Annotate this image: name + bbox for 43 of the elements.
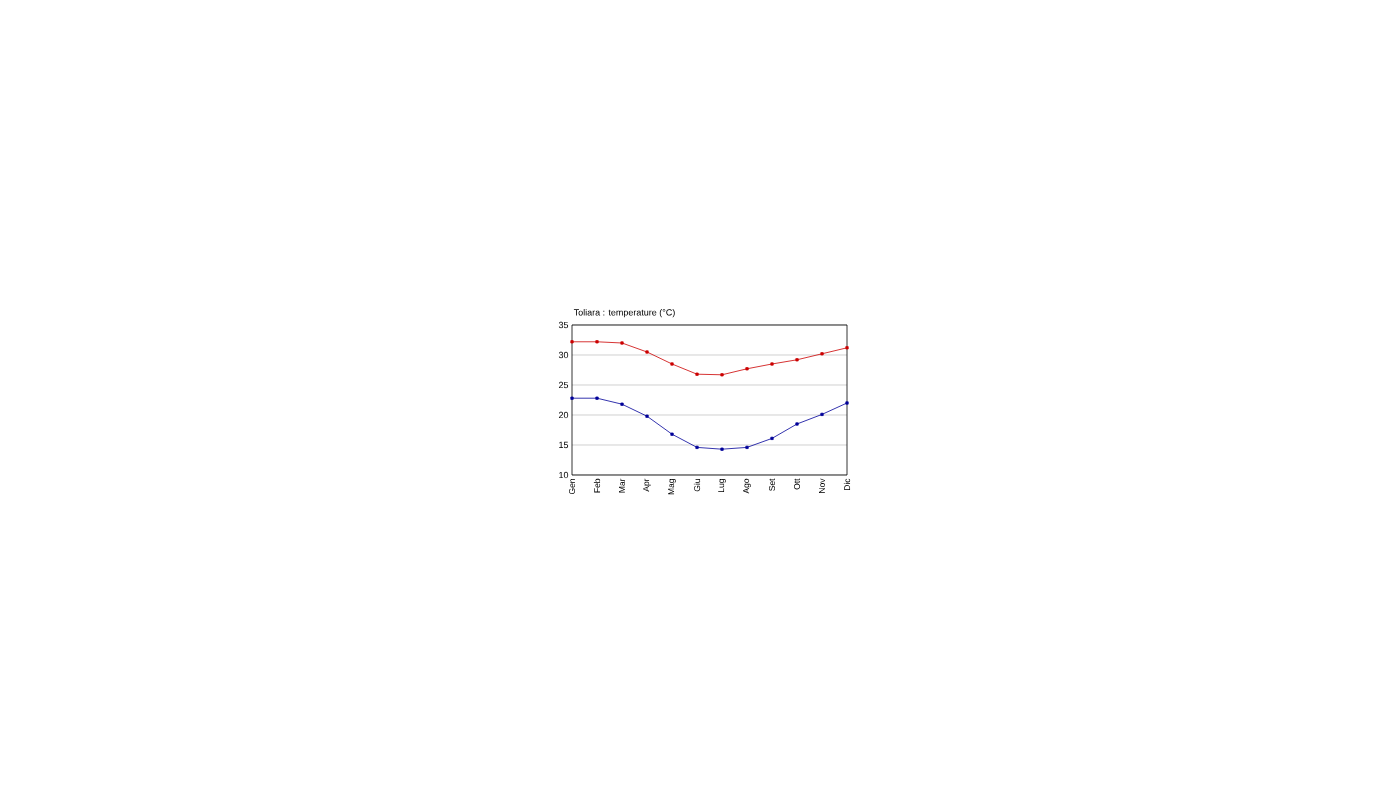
point (670, 432, 674, 436)
x-tick-label: Ago (743, 478, 751, 494)
x-tick-label: Mar (619, 478, 625, 493)
y-tick-label: 10 (559, 471, 569, 479)
y-tick-label: 20 (558, 411, 569, 419)
point (845, 401, 849, 405)
y-tick-label: 25 (558, 381, 569, 389)
x-tick-label: Ott (794, 478, 800, 490)
y-tick-label: 35 (558, 321, 569, 329)
x-tick-label: Mag (668, 479, 676, 495)
x-tick-label: Apr (643, 478, 651, 492)
point (770, 362, 774, 366)
point (695, 445, 699, 449)
point (570, 396, 574, 400)
x-tick-label: Dic (843, 478, 851, 491)
point (720, 373, 724, 377)
x-tick-label: Giu (693, 479, 701, 492)
point (745, 367, 749, 371)
point (695, 372, 699, 376)
x-tick-label: Nov (819, 478, 825, 493)
x-tick-label: Gen (569, 479, 575, 495)
x-tick-label: Set (769, 478, 775, 491)
point (820, 412, 824, 416)
point (795, 358, 799, 362)
y-tick-label: 30 (558, 351, 569, 359)
point (645, 350, 649, 354)
x-tick-label: Lug (718, 479, 726, 492)
point (795, 422, 799, 426)
y-tick-label: 15 (559, 441, 569, 449)
point (645, 414, 649, 418)
point (595, 340, 599, 344)
x-tick-label: Feb (593, 478, 601, 493)
point (595, 396, 599, 400)
point (570, 340, 574, 344)
point (845, 346, 849, 350)
point (745, 445, 749, 449)
point (620, 341, 624, 345)
point (770, 436, 774, 440)
point (820, 352, 824, 356)
chart-title: Toliara : temperature (°C) (573, 308, 675, 318)
point (620, 402, 624, 406)
point (670, 362, 674, 366)
point (720, 447, 724, 451)
